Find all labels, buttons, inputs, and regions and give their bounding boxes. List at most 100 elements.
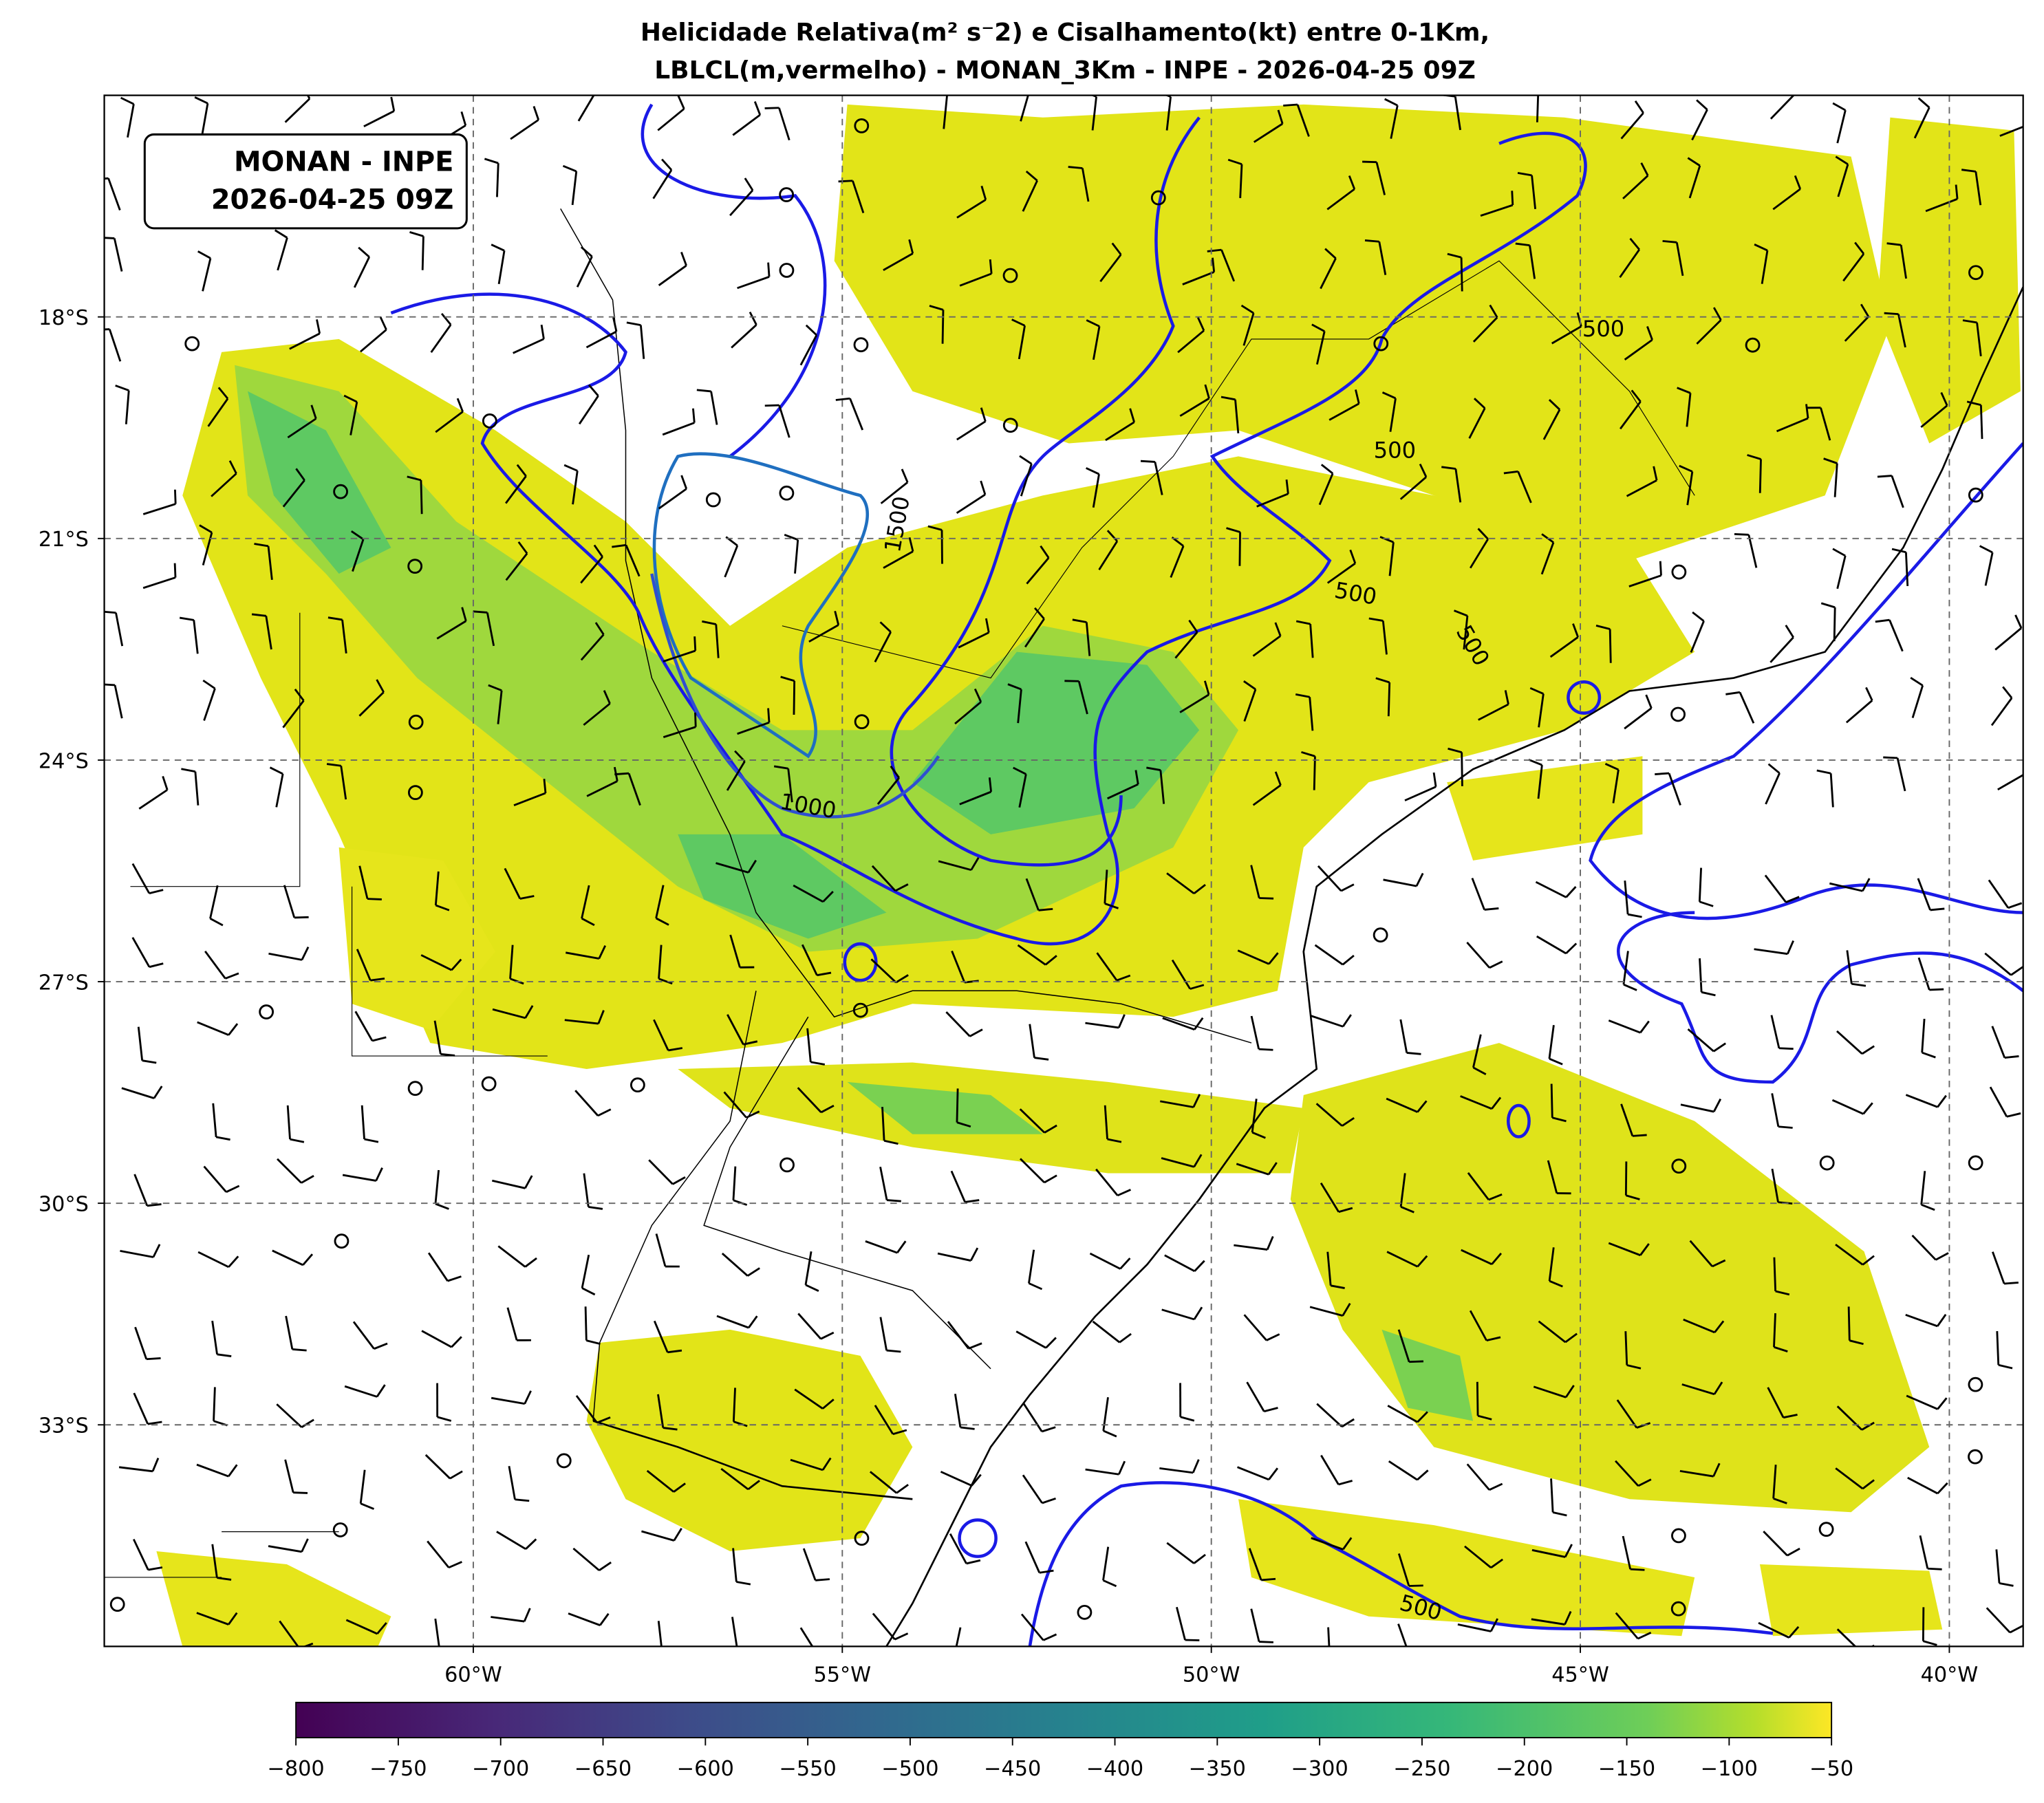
wind-barb-flag (702, 620, 717, 625)
x-tick-label: 60°W (444, 1663, 502, 1687)
wind-barb (1533, 1385, 1567, 1399)
wind-barb-flag (1692, 611, 1705, 622)
wind-barb-flag (693, 636, 697, 651)
wind-barb-flag (810, 1061, 826, 1066)
wind-barb (658, 944, 663, 979)
wind-barb-flag (954, 1661, 966, 1667)
wind-barb (710, 391, 718, 425)
wind-barb (879, 1317, 887, 1351)
wind-barb-flag (228, 1023, 239, 1036)
wind-barb (282, 700, 305, 728)
wind-barb-flag (593, 544, 603, 558)
wind-barb-flag (773, 765, 788, 770)
wind-barb-flag (594, 622, 605, 636)
wind-barb-flag (1338, 1480, 1353, 1486)
wind-barb (1761, 250, 1769, 284)
wind-barb-flag (440, 1052, 455, 1057)
wind-barb (1622, 951, 1629, 985)
wind-barb (1688, 165, 1701, 199)
wind-barb-flag (294, 689, 305, 702)
wind-barb-flag (1713, 1042, 1726, 1052)
wind-barb-flag (1490, 1558, 1503, 1569)
wind-barb (787, 768, 793, 803)
wind-barb (1472, 1034, 1482, 1068)
wind-barb-flag (142, 1059, 157, 1064)
wind-barb-flag (1044, 1124, 1057, 1134)
wind-barb-flag (1448, 747, 1463, 753)
wind-barb-flag (973, 688, 982, 702)
wind-barb (142, 503, 176, 515)
wind-barb (1387, 1405, 1418, 1423)
wind-barb (1463, 615, 1469, 650)
wind-barb-flag (968, 1342, 982, 1350)
wind-barb (1469, 538, 1489, 569)
wind-barb (421, 236, 424, 270)
wind-barb (852, 180, 865, 213)
wind-barb-flag (1854, 241, 1865, 255)
wind-barb (663, 726, 696, 738)
wind-barb (1686, 393, 1692, 427)
wind-barb (1243, 1314, 1267, 1341)
wind-barb (1466, 941, 1491, 969)
wind-barb-flag (1927, 1567, 1942, 1570)
wind-barb-flag (2030, 109, 2032, 124)
wind-barb (1466, 1463, 1490, 1491)
calm-marker (1968, 1376, 1983, 1392)
calm-marker (1968, 1155, 1983, 1171)
wind-barb-flag (1368, 617, 1384, 622)
colorbar-tick-label: −300 (1291, 1757, 1348, 1781)
wind-barb-flag (456, 398, 464, 413)
wind-barb-flag (217, 1577, 232, 1581)
wind-barb-flag (447, 1275, 462, 1282)
wind-barb-flag (1348, 175, 1356, 190)
wind-barb (1471, 877, 1485, 910)
wind-barb (284, 1459, 294, 1493)
wind-barb-flag (1180, 1416, 1195, 1422)
wind-barb-flag (379, 316, 387, 330)
wind-barb-flag (1193, 883, 1206, 894)
wind-barb (513, 338, 545, 354)
wind-barb (1315, 1103, 1343, 1127)
wind-barb-flag (1406, 1052, 1421, 1055)
calm-marker (779, 1157, 795, 1173)
wind-barb (513, 792, 546, 807)
wind-barb (285, 1315, 294, 1350)
contour-1000 (650, 573, 940, 819)
wind-barb-flag (672, 1176, 686, 1185)
wind-barb (657, 108, 685, 131)
wind-barb (341, 619, 347, 654)
wind-barb-flag (1193, 1306, 1203, 1320)
wind-barb-flag (1773, 1498, 1787, 1504)
wind-barb (1984, 952, 2012, 976)
wind-barb-flag (524, 1390, 532, 1405)
wind-barb (572, 471, 579, 505)
wind-barb-flag (1787, 940, 1794, 955)
wind-barb-flag (390, 96, 396, 111)
wind-barb (627, 773, 641, 806)
wind-barb-flag (1349, 549, 1357, 564)
wind-barb (1176, 1606, 1186, 1641)
wind-barb-flag (1040, 545, 1050, 559)
wind-barb (1531, 1548, 1566, 1558)
calm-marker (1968, 487, 1983, 503)
wind-barb-flag (1207, 248, 1222, 252)
wind-barb-flag (153, 1086, 163, 1099)
wind-barb-flag (1039, 1569, 1054, 1574)
wind-barb (211, 473, 237, 497)
wind-barb (943, 95, 948, 129)
wind-barb (1314, 944, 1344, 966)
wind-barb (1315, 331, 1326, 365)
wind-barb (1161, 1157, 1195, 1168)
wind-barb (356, 949, 372, 981)
wind-barb-flag (667, 1349, 682, 1354)
wind-barb-flag (1565, 942, 1578, 955)
calm-marker (1670, 706, 1686, 722)
wind-barb-flag (1277, 109, 1284, 125)
wind-barb-flag (532, 106, 540, 120)
wind-barb-flag (1937, 1482, 1948, 1495)
wind-barb-flag (733, 1199, 748, 1206)
wind-barb-flag (1212, 257, 1216, 272)
wind-barb (1165, 96, 1172, 131)
wind-barb-flag (1379, 536, 1394, 543)
wind-barb-flag (2022, 759, 2023, 762)
